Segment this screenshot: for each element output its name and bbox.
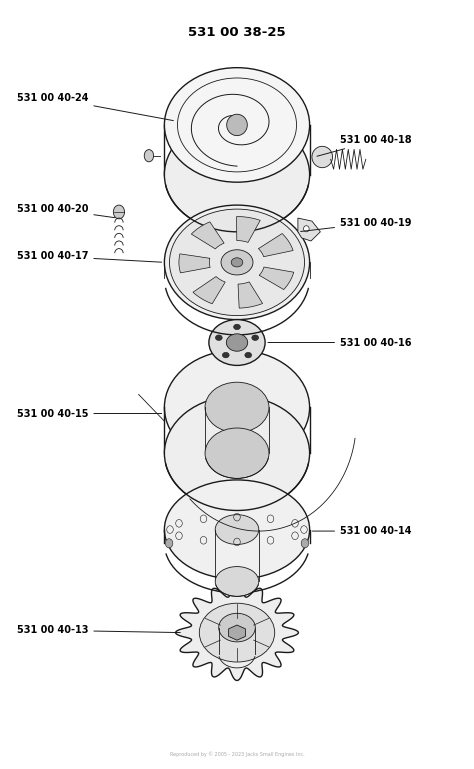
Ellipse shape (234, 325, 240, 330)
Text: 531 00 40-15: 531 00 40-15 (17, 408, 162, 418)
Ellipse shape (219, 614, 255, 642)
Text: 531 00 40-19: 531 00 40-19 (301, 218, 411, 231)
Polygon shape (259, 267, 294, 290)
Text: 531 00 38-25: 531 00 38-25 (188, 25, 286, 38)
Ellipse shape (215, 567, 259, 596)
Ellipse shape (222, 352, 229, 358)
Ellipse shape (303, 226, 309, 231)
Polygon shape (193, 277, 225, 304)
Ellipse shape (205, 382, 269, 433)
Ellipse shape (226, 334, 248, 351)
Text: 531 00 40-13: 531 00 40-13 (17, 625, 180, 635)
Ellipse shape (312, 146, 333, 168)
Ellipse shape (215, 514, 259, 544)
Polygon shape (238, 282, 263, 308)
Ellipse shape (164, 205, 310, 320)
Text: 531 00 40-16: 531 00 40-16 (268, 338, 411, 348)
Ellipse shape (252, 335, 258, 341)
Ellipse shape (199, 603, 275, 662)
Ellipse shape (221, 250, 253, 275)
Text: 531 00 40-18: 531 00 40-18 (317, 135, 412, 156)
Text: 531 00 40-14: 531 00 40-14 (312, 526, 411, 536)
Ellipse shape (164, 396, 310, 511)
Ellipse shape (170, 209, 304, 315)
Ellipse shape (165, 539, 173, 548)
Polygon shape (237, 217, 260, 242)
Ellipse shape (164, 480, 310, 579)
Polygon shape (258, 234, 293, 257)
Ellipse shape (227, 115, 247, 135)
Ellipse shape (164, 118, 310, 231)
Polygon shape (228, 625, 246, 640)
Polygon shape (191, 221, 224, 249)
Ellipse shape (209, 320, 265, 365)
Ellipse shape (216, 335, 222, 341)
Text: 531 00 40-24: 531 00 40-24 (17, 93, 173, 121)
Ellipse shape (205, 428, 269, 478)
Ellipse shape (231, 258, 243, 267)
Polygon shape (176, 584, 299, 681)
Polygon shape (298, 218, 320, 241)
Ellipse shape (144, 150, 154, 161)
Ellipse shape (164, 68, 310, 182)
Ellipse shape (164, 350, 310, 464)
Ellipse shape (301, 539, 309, 548)
Polygon shape (179, 254, 210, 273)
Text: 531 00 40-17: 531 00 40-17 (17, 251, 162, 262)
Ellipse shape (245, 352, 252, 358)
Text: Reproduced by © 2005 - 2023 Jacks Small Engines Inc.: Reproduced by © 2005 - 2023 Jacks Small … (170, 751, 304, 757)
Ellipse shape (113, 205, 125, 219)
Text: 531 00 40-20: 531 00 40-20 (17, 204, 115, 218)
